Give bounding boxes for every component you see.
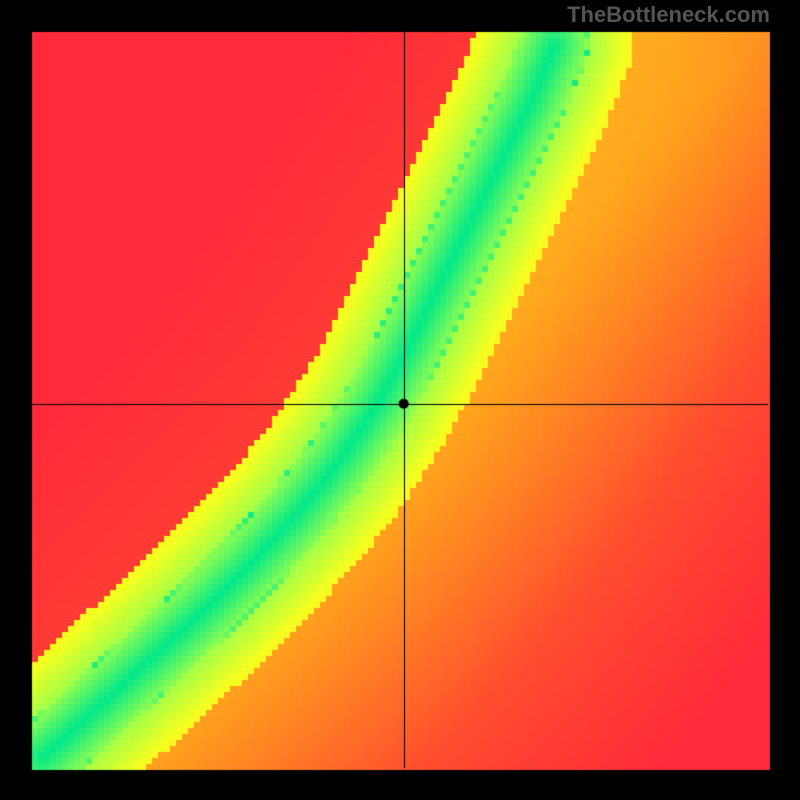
chart-container: TheBottleneck.com: [0, 0, 800, 800]
watermark-text: TheBottleneck.com: [567, 2, 770, 28]
bottleneck-heatmap: [0, 0, 800, 800]
